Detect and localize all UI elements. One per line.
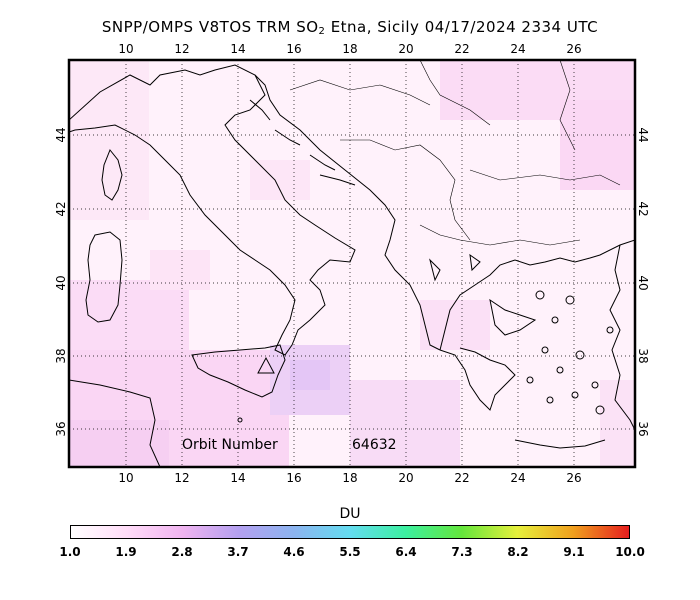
country-borders <box>289 60 621 246</box>
coastlines <box>69 64 635 467</box>
lon-label: 14 <box>230 42 245 56</box>
lat-label: 36 <box>54 421 68 436</box>
orbit-label: Orbit Number <box>182 437 278 453</box>
volcano-triangle-icon <box>257 356 275 374</box>
colorbar-tick: 10.0 <box>615 545 645 559</box>
lat-label: 44 <box>54 127 68 142</box>
colorbar-tick: 9.1 <box>563 545 585 559</box>
lon-label: 26 <box>566 42 581 56</box>
lon-label: 10 <box>118 42 133 56</box>
lon-label: 18 <box>342 471 357 485</box>
greece-coast <box>439 239 635 351</box>
balkan-coast <box>254 74 441 351</box>
sicily-coast <box>191 344 286 398</box>
so2-field <box>69 60 635 467</box>
lon-label: 24 <box>510 42 525 56</box>
lon-label: 10 <box>118 471 133 485</box>
lon-label: 12 <box>174 471 189 485</box>
lon-labels-top: 10 12 14 16 18 20 22 24 26 <box>118 42 581 56</box>
italy-coast <box>69 64 356 356</box>
lon-labels-bottom: 10 12 14 16 18 20 22 24 26 <box>118 471 581 485</box>
lat-label: 44 <box>636 127 650 142</box>
colorbar-tick: 3.7 <box>227 545 249 559</box>
lon-label: 22 <box>454 42 469 56</box>
colorbar-title: DU <box>339 506 361 522</box>
colorbar-tick: 6.4 <box>395 545 417 559</box>
lon-label: 24 <box>510 471 525 485</box>
lon-label: 18 <box>342 42 357 56</box>
lat-label: 36 <box>636 421 650 436</box>
lat-label: 38 <box>636 348 650 363</box>
colorbar-tick: 1.9 <box>115 545 137 559</box>
orbit-number: 64632 <box>352 437 397 453</box>
peloponnese-coast <box>439 347 516 411</box>
lat-label: 40 <box>54 275 68 290</box>
colorbar-tick: 7.3 <box>451 545 473 559</box>
lat-label: 42 <box>636 201 650 216</box>
lat-label: 42 <box>54 201 68 216</box>
colorbar-tick: 5.5 <box>339 545 361 559</box>
sardinia-coast <box>85 231 123 323</box>
lat-label: 40 <box>636 275 650 290</box>
lon-label: 22 <box>454 471 469 485</box>
lon-label: 16 <box>286 42 301 56</box>
corsica-coast <box>101 149 123 201</box>
colorbar-tick: 8.2 <box>507 545 529 559</box>
lat-labels-right: 36 38 40 42 44 <box>636 127 650 436</box>
lon-label: 20 <box>398 471 413 485</box>
colorbar <box>70 525 630 539</box>
colorbar-tick: 2.8 <box>171 545 193 559</box>
lon-label: 14 <box>230 471 245 485</box>
lat-labels-left: 36 38 40 42 44 <box>54 127 68 436</box>
lat-label: 38 <box>54 348 68 363</box>
lon-label: 20 <box>398 42 413 56</box>
lon-label: 16 <box>286 471 301 485</box>
lon-label: 12 <box>174 42 189 56</box>
lon-label: 26 <box>566 471 581 485</box>
map-frame <box>67 58 637 469</box>
colorbar-tick: 1.0 <box>59 545 81 559</box>
map-title: SNPP/OMPS V8TOS TRM SO2 Etna, Sicily 04/… <box>101 18 599 37</box>
colorbar-tick: 4.6 <box>283 545 305 559</box>
